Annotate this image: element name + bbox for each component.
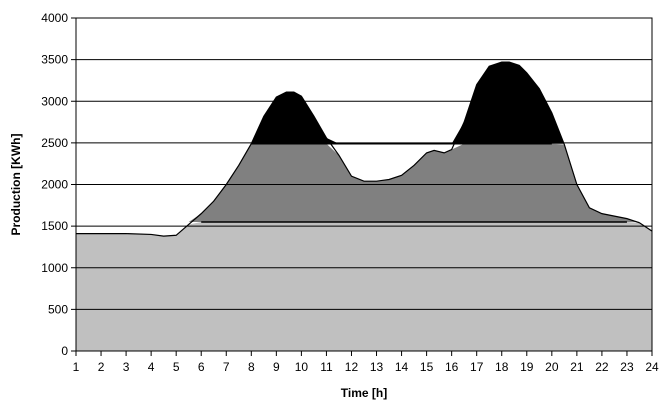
y-tick-label: 4000 xyxy=(41,11,68,25)
y-tick-label: 1500 xyxy=(41,219,68,233)
y-tick-label: 2500 xyxy=(41,136,68,150)
y-tick-label: 3000 xyxy=(41,94,68,108)
x-tick-label: 3 xyxy=(123,360,130,374)
x-tick-label: 23 xyxy=(620,360,634,374)
x-tick-label: 7 xyxy=(223,360,230,374)
x-tick-label: 17 xyxy=(470,360,484,374)
y-tick-label: 3500 xyxy=(41,53,68,67)
x-tick-label: 9 xyxy=(273,360,280,374)
x-tick-label: 5 xyxy=(173,360,180,374)
production-line xyxy=(76,61,653,237)
plot-bands xyxy=(76,61,653,351)
x-axis: 1 2 3 4 5 6 7 8 9 10 11 12 13 14 15 16 17 18 19 20 21 22 23 24 xyxy=(73,351,659,374)
y-tick-label: 2000 xyxy=(41,178,68,192)
y-tick-label: 0 xyxy=(61,344,68,358)
x-tick-label: 8 xyxy=(248,360,255,374)
x-tick-label: 4 xyxy=(148,360,155,374)
y-tick-label: 500 xyxy=(48,302,68,316)
x-tick-label: 6 xyxy=(198,360,205,374)
x-tick-label: 10 xyxy=(295,360,309,374)
x-tick-label: 15 xyxy=(420,360,434,374)
x-tick-label: 24 xyxy=(645,360,659,374)
x-tick-label: 16 xyxy=(445,360,459,374)
x-tick-label: 22 xyxy=(595,360,609,374)
x-tick-label: 12 xyxy=(345,360,359,374)
x-tick-label: 13 xyxy=(370,360,384,374)
y-axis: 0 500 1000 1500 2000 2500 3000 3500 4000 xyxy=(41,11,76,358)
x-tick-label: 18 xyxy=(495,360,509,374)
y-tick-label: 1000 xyxy=(41,261,68,275)
x-tick-label: 2 xyxy=(98,360,105,374)
x-tick-label: 1 xyxy=(73,360,80,374)
peak-load-area xyxy=(76,62,652,144)
base-load-area xyxy=(76,221,652,351)
x-tick-label: 11 xyxy=(320,360,333,374)
intermediate-load-area xyxy=(76,143,652,222)
x-tick-label: 14 xyxy=(395,360,409,374)
x-tick-label: 19 xyxy=(520,360,534,374)
x-tick-label: 21 xyxy=(570,360,584,374)
y-axis-title: Production [KWh] xyxy=(9,134,23,236)
x-axis-title: Time [h] xyxy=(341,386,387,400)
x-tick-label: 20 xyxy=(545,360,559,374)
